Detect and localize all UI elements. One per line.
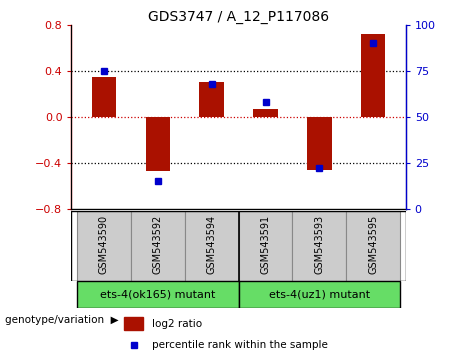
Bar [185, 211, 239, 281]
Title: GDS3747 / A_12_P117086: GDS3747 / A_12_P117086 [148, 10, 329, 24]
Bar [131, 211, 185, 281]
Text: ets-4(uz1) mutant: ets-4(uz1) mutant [269, 290, 370, 300]
Bar [124, 317, 143, 330]
Bar [200, 82, 224, 117]
Bar [361, 34, 385, 117]
Text: GSM543595: GSM543595 [368, 215, 378, 274]
Bar [307, 117, 331, 170]
Bar [77, 211, 131, 281]
Text: GSM543591: GSM543591 [260, 215, 271, 274]
Bar [239, 281, 400, 308]
Bar [346, 211, 400, 281]
Text: genotype/variation  ▶: genotype/variation ▶ [5, 315, 118, 325]
Bar [92, 76, 116, 117]
Text: GSM543593: GSM543593 [314, 215, 325, 274]
Text: percentile rank within the sample: percentile rank within the sample [152, 340, 328, 350]
Text: GSM543592: GSM543592 [153, 215, 163, 274]
Bar [254, 109, 278, 117]
Text: GSM543590: GSM543590 [99, 215, 109, 274]
Text: log2 ratio: log2 ratio [152, 319, 202, 329]
Bar [146, 117, 170, 171]
Bar [239, 211, 292, 281]
Bar [292, 211, 346, 281]
Text: ets-4(ok165) mutant: ets-4(ok165) mutant [100, 290, 215, 300]
Bar [77, 281, 239, 308]
Text: GSM543594: GSM543594 [207, 215, 217, 274]
